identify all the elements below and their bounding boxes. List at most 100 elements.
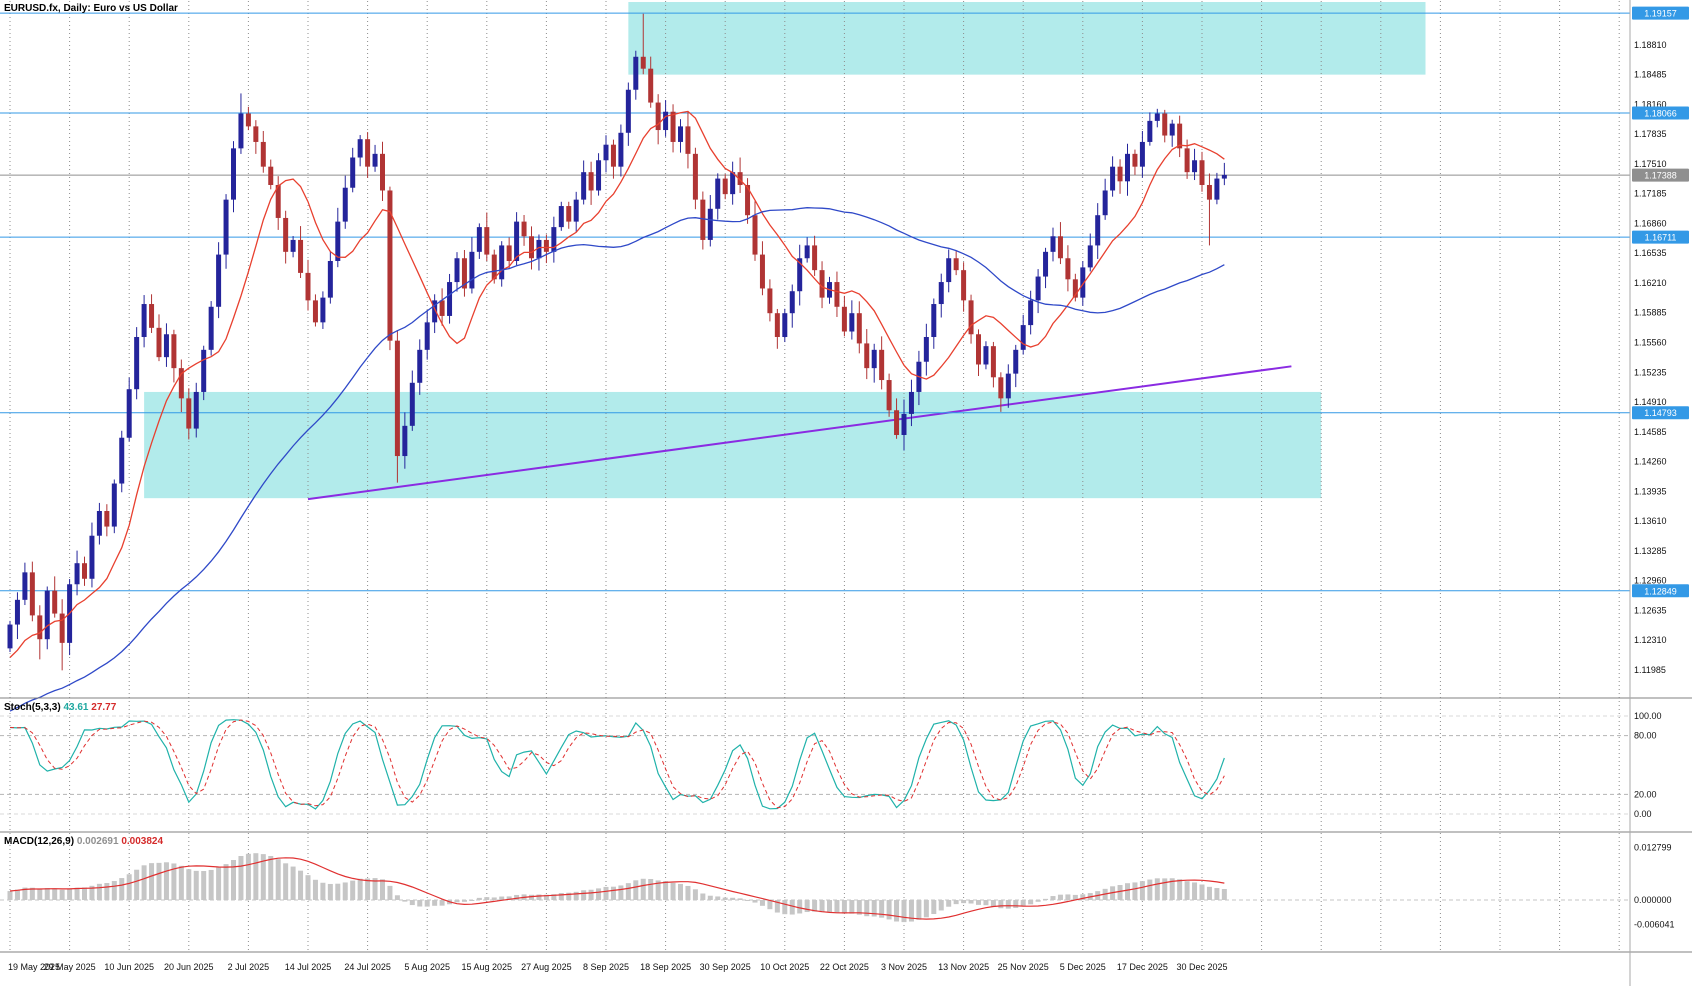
candle-body <box>327 260 333 298</box>
macd-histogram-bar <box>1050 896 1056 900</box>
candle-body <box>901 413 907 435</box>
candle-body <box>432 300 438 323</box>
candle-body <box>931 304 937 338</box>
macd-histogram-bar <box>551 894 557 900</box>
macd-histogram-bar <box>283 863 289 900</box>
macd-histogram-bar <box>603 886 609 900</box>
candle-body <box>253 126 259 142</box>
date-label: 24 Jul 2025 <box>344 962 391 972</box>
candle-body <box>89 535 95 579</box>
macd-histogram-bar <box>387 885 393 900</box>
candle-body <box>610 144 616 167</box>
date-label: 19 May 2025 <box>8 962 60 972</box>
candle-body <box>1057 236 1063 259</box>
candle-body <box>581 172 587 200</box>
price-tick-label: 1.18160 <box>1634 99 1667 109</box>
date-label: 3 Nov 2025 <box>881 962 927 972</box>
macd-histogram-bar <box>1117 885 1123 900</box>
stoch-tick-label: 100.00 <box>1634 711 1662 721</box>
macd-histogram-bar <box>432 900 438 906</box>
macd-histogram-bar <box>476 897 482 900</box>
macd-histogram-bar <box>141 865 147 900</box>
candle-body <box>1199 160 1205 185</box>
date-label: 13 Nov 2025 <box>938 962 989 972</box>
stoch-name: Stoch(5,3,3) <box>4 702 61 713</box>
price-tick-label: 1.13610 <box>1634 516 1667 526</box>
candle-body <box>1132 153 1138 167</box>
candle-body <box>201 349 207 392</box>
candle-body <box>938 282 944 305</box>
macd-histogram-bar <box>804 900 810 913</box>
macd-histogram-bar <box>201 871 207 900</box>
macd-histogram-bar <box>1065 894 1071 900</box>
stoch-tick-label: 80.00 <box>1634 731 1657 741</box>
candle-body <box>625 89 631 133</box>
candle-body <box>37 615 43 640</box>
macd-histogram-bar <box>208 869 214 900</box>
price-tag-label: 1.19157 <box>1644 9 1677 19</box>
date-label: 10 Jun 2025 <box>104 962 154 972</box>
candle-body <box>499 245 505 280</box>
candle-body <box>82 563 87 579</box>
macd-signal-line <box>9 857 1225 920</box>
trendline[interactable] <box>307 365 1292 501</box>
current-price-tag <box>1632 168 1689 182</box>
macd-main-value: 0.002691 <box>76 836 119 847</box>
candle-body <box>461 258 467 289</box>
macd-histogram-bar <box>320 882 326 900</box>
macd-histogram-bar <box>74 887 80 900</box>
candle-body <box>193 391 199 429</box>
macd-histogram-bar <box>1057 894 1063 900</box>
candle-body <box>484 227 490 255</box>
macd-histogram-bar <box>491 897 497 900</box>
date-label: 22 Oct 2025 <box>820 962 869 972</box>
macd-histogram-bar <box>1132 882 1138 900</box>
candle-body <box>618 132 624 167</box>
candle-body <box>841 306 847 332</box>
candle-body <box>774 313 780 338</box>
candle-body <box>238 113 244 149</box>
candle-body <box>953 258 959 271</box>
macd-histogram-bar <box>312 879 318 900</box>
macd-histogram-bar <box>849 900 855 914</box>
price-tick-label: 1.18485 <box>1634 70 1667 80</box>
supply-zone[interactable] <box>628 2 1426 75</box>
macd-histogram-bar <box>149 863 155 900</box>
candle-body <box>394 340 400 457</box>
macd-histogram-bar <box>573 891 579 900</box>
candle-body <box>1013 349 1019 374</box>
candle-body <box>685 126 691 154</box>
macd-histogram-bar <box>305 875 311 900</box>
candle-body <box>640 56 646 69</box>
candle-body <box>74 563 80 585</box>
macd-histogram-bar <box>1147 879 1153 900</box>
candle-body <box>275 184 281 218</box>
candle-body <box>1184 148 1190 173</box>
candle-body <box>663 111 669 131</box>
macd-histogram-bar <box>216 867 222 900</box>
macd-histogram-bar <box>759 900 765 906</box>
macd-histogram-bar <box>52 888 58 900</box>
date-label: 14 Jul 2025 <box>285 962 332 972</box>
macd-histogram-bar <box>1214 888 1220 900</box>
candle-body <box>1221 174 1227 179</box>
macd-histogram-bar <box>1035 900 1041 902</box>
macd-histogram-bar <box>983 900 989 906</box>
candle-body <box>797 258 803 292</box>
macd-histogram-bar <box>469 900 475 901</box>
candle-body <box>730 172 736 195</box>
macd-histogram-bar <box>163 862 169 900</box>
price-tick-label: 1.15885 <box>1634 308 1667 318</box>
demand-zone[interactable] <box>144 391 1322 499</box>
candle-body <box>491 254 497 280</box>
macd-histogram-bar <box>499 896 505 900</box>
candle-body <box>149 304 155 328</box>
candle-body <box>59 613 65 643</box>
macd-histogram-bar <box>596 888 602 900</box>
macd-histogram-bar <box>864 900 870 917</box>
candle-body <box>752 215 758 255</box>
price-tick-label: 1.14910 <box>1634 397 1667 407</box>
candle-body <box>804 245 810 259</box>
macd-histogram-bar <box>44 888 50 900</box>
